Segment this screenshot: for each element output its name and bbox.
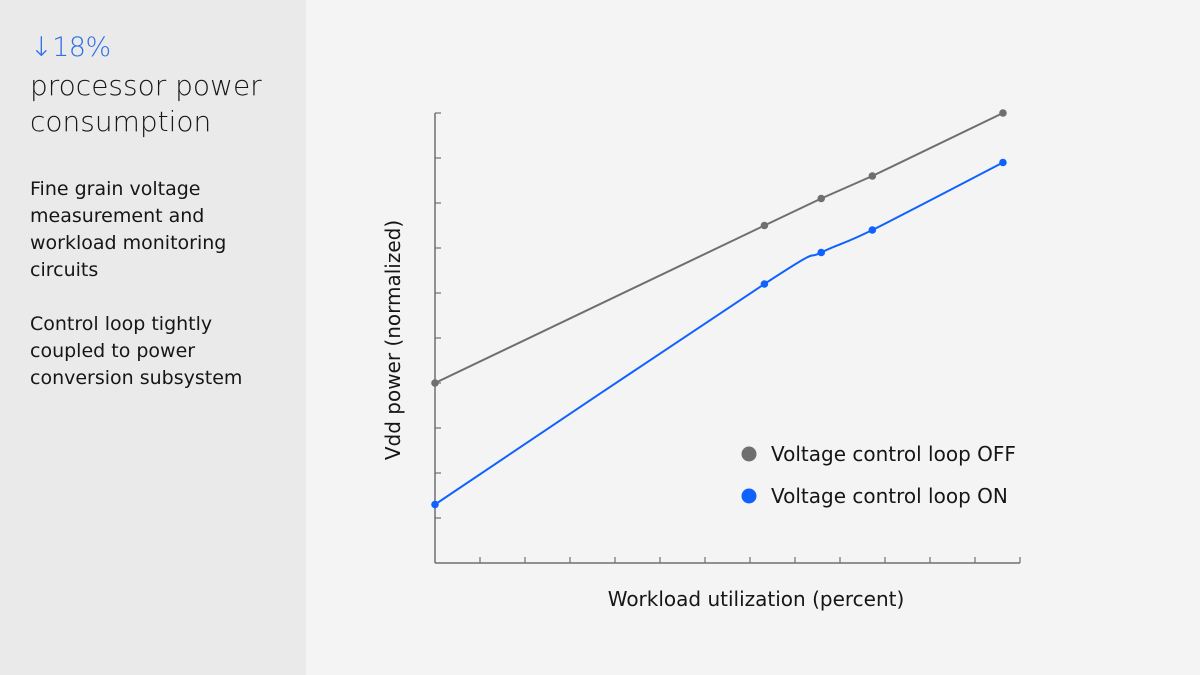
data-point bbox=[760, 280, 769, 288]
data-point bbox=[431, 379, 439, 387]
series-line-1 bbox=[434, 161, 1004, 506]
legend-marker bbox=[741, 446, 757, 462]
x-axis-label: Workload utilization (percent) bbox=[608, 587, 905, 611]
legend-marker bbox=[741, 488, 757, 504]
data-point bbox=[999, 109, 1007, 117]
data-point bbox=[817, 248, 826, 257]
data-point bbox=[999, 158, 1007, 167]
axes bbox=[434, 112, 1021, 564]
data-point bbox=[431, 500, 439, 509]
series-layer bbox=[431, 109, 1007, 509]
y-axis-label: Vdd power (normalized) bbox=[381, 220, 405, 460]
description-paragraph: Fine grain voltage measurement and workl… bbox=[30, 178, 227, 281]
legend-label: Voltage control loop OFF bbox=[771, 442, 1016, 466]
sidebar-panel: ↓18% processor power consumption Fine gr… bbox=[0, 0, 306, 675]
headline: processor power consumption bbox=[30, 69, 262, 138]
series-line-0 bbox=[434, 112, 1004, 384]
legend: Voltage control loop OFF Voltage control … bbox=[741, 442, 1016, 508]
description-paragraph: Control loop tightly coupled to power co… bbox=[30, 313, 243, 389]
data-point bbox=[868, 172, 877, 180]
stat-value: ↓18% bbox=[30, 32, 111, 63]
data-point bbox=[760, 221, 769, 230]
data-point bbox=[817, 194, 826, 203]
data-point bbox=[868, 226, 877, 234]
legend-label: Voltage control loop ON bbox=[771, 484, 1008, 508]
